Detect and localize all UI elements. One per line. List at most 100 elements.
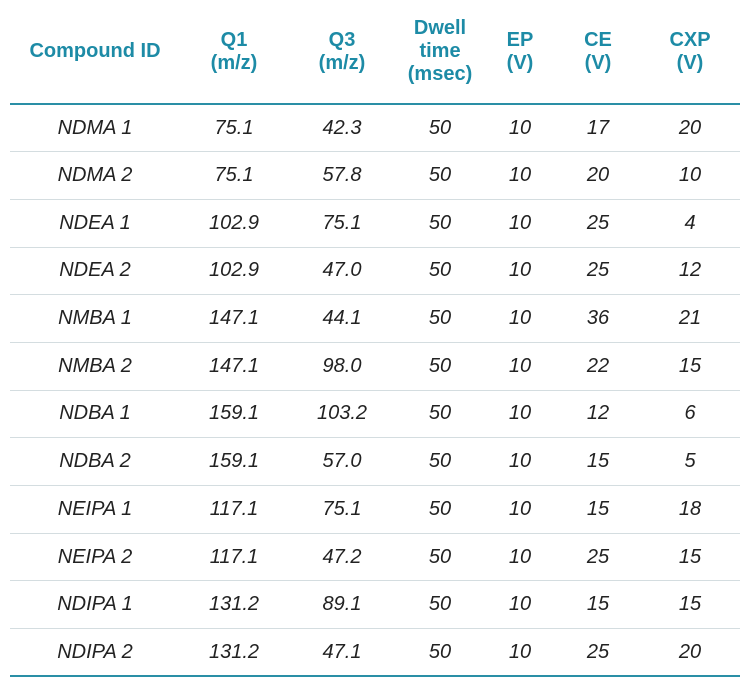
header-q1: Q1 (m/z): [180, 0, 288, 104]
cell-compound-id: NDEA 1: [59, 211, 131, 234]
cell-ce: 20: [586, 164, 610, 187]
cell-ep: 10: [508, 211, 532, 234]
table-row: NDIPA 1 131.2 89.1 50 10 15 15: [10, 581, 740, 629]
cell-ce: 15: [586, 450, 610, 473]
table-row: NEIPA 2 117.1 47.2 50 10 25 15: [10, 533, 740, 581]
cell-q1: 75.1: [214, 116, 254, 139]
cell-compound-id: NMBA 1: [58, 307, 132, 330]
cell-cxp: 20: [678, 640, 702, 663]
cell-ce: 25: [586, 545, 610, 568]
cell-ep: 10: [508, 354, 532, 377]
cell-compound-id: NDIPA 2: [57, 640, 133, 663]
header-q3: Q3 (m/z): [288, 0, 396, 104]
cell-q3: 57.8: [322, 164, 362, 187]
header-q1-label: Q1: [220, 28, 248, 51]
cell-ce: 22: [586, 354, 610, 377]
cell-ep: 10: [508, 593, 532, 616]
table-header: Compound ID Q1 (m/z) Q3 (m/z) Dwell time…: [10, 0, 740, 104]
cell-dwell-time: 50: [428, 307, 452, 330]
cell-dwell-time: 50: [428, 354, 452, 377]
cell-ep: 10: [508, 640, 532, 663]
cell-compound-id: NDBA 1: [59, 402, 131, 425]
cell-ep: 10: [508, 402, 532, 425]
table-row: NMBA 1 147.1 44.1 50 10 36 21: [10, 295, 740, 343]
cell-ce: 25: [586, 259, 610, 282]
cell-q3: 47.2: [322, 545, 362, 568]
cell-cxp: 12: [678, 259, 702, 282]
header-compound-id-label: Compound ID: [29, 40, 161, 62]
cell-dwell-time: 50: [428, 402, 452, 425]
cell-q3: 75.1: [322, 211, 362, 234]
cell-q3: 89.1: [322, 593, 362, 616]
header-q1-unit: (m/z): [210, 51, 258, 74]
mrm-parameters-table-container: Compound ID Q1 (m/z) Q3 (m/z) Dwell time…: [10, 0, 740, 677]
cell-ep: 10: [508, 545, 532, 568]
cell-q1: 117.1: [209, 497, 259, 520]
header-row: Compound ID Q1 (m/z) Q3 (m/z) Dwell time…: [10, 0, 740, 104]
cell-cxp: 20: [678, 116, 702, 139]
cell-q1: 159.1: [208, 402, 260, 425]
cell-q1: 147.1: [208, 307, 260, 330]
header-time-label: time: [419, 40, 461, 62]
cell-ce: 25: [586, 211, 610, 234]
cell-q3: 103.2: [316, 402, 368, 425]
cell-compound-id: NDIPA 1: [57, 593, 133, 616]
cell-q3: 47.0: [322, 259, 362, 282]
table-row: NDBA 2 159.1 57.0 50 10 15 5: [10, 438, 740, 486]
header-ep: EP (V): [484, 0, 556, 104]
cell-dwell-time: 50: [428, 211, 452, 234]
header-cxp: CXP (V): [640, 0, 740, 104]
cell-cxp: 15: [678, 593, 702, 616]
cell-ce: 17: [586, 116, 610, 139]
cell-ep: 10: [508, 307, 532, 330]
cell-ce: 15: [586, 593, 610, 616]
table-row: NDBA 1 159.1 103.2 50 10 12 6: [10, 390, 740, 438]
cell-compound-id: NMBA 2: [58, 354, 132, 377]
table-row: NDMA 1 75.1 42.3 50 10 17 20: [10, 104, 740, 152]
table-row: NDEA 1 102.9 75.1 50 10 25 4: [10, 199, 740, 248]
cell-compound-id: NDEA 2: [59, 259, 131, 282]
cell-dwell-time: 50: [428, 450, 452, 473]
cell-ep: 10: [508, 450, 532, 473]
cell-dwell-time: 50: [428, 116, 452, 139]
cell-compound-id: NEIPA 1: [57, 497, 133, 520]
table-row: NDEA 2 102.9 47.0 50 10 25 12: [10, 247, 740, 295]
cell-q3: 44.1: [322, 307, 362, 330]
cell-compound-id: NEIPA 2: [57, 545, 133, 568]
cell-cxp: 5: [684, 450, 696, 473]
cell-dwell-time: 50: [428, 545, 452, 568]
cell-q3: 75.1: [322, 497, 362, 520]
cell-ce: 25: [586, 640, 610, 663]
header-q3-label: Q3: [328, 28, 356, 51]
header-q3-unit: (m/z): [318, 51, 366, 74]
cell-q1: 75.1: [214, 164, 254, 187]
cell-cxp: 15: [678, 545, 702, 568]
cell-q1: 102.9: [208, 211, 260, 234]
header-dwell-label: Dwell: [413, 17, 467, 39]
cell-ce: 12: [586, 402, 610, 425]
table-body: NDMA 1 75.1 42.3 50 10 17 20 NDMA 2 75.1 57.8 50 10…: [10, 104, 740, 677]
cell-cxp: 6: [684, 402, 696, 425]
cell-dwell-time: 50: [428, 259, 452, 282]
header-dwell-time: Dwell time (msec): [396, 0, 484, 104]
table-row: NEIPA 1 117.1 75.1 50 10 15 18: [10, 486, 740, 534]
cell-q3: 98.0: [322, 354, 362, 377]
cell-dwell-time: 50: [428, 640, 452, 663]
cell-ep: 10: [508, 259, 532, 282]
cell-cxp: 21: [678, 307, 702, 330]
cell-cxp: 18: [678, 497, 702, 520]
table-row: NMBA 2 147.1 98.0 50 10 22 15: [10, 342, 740, 391]
cell-q3: 57.0: [322, 450, 362, 473]
cell-q1: 102.9: [208, 259, 260, 282]
table-row: NDIPA 2 131.2 47.1 50 10 25 20: [10, 629, 740, 677]
cell-q1: 147.1: [208, 354, 260, 377]
cell-ce: 15: [586, 497, 610, 520]
cell-ep: 10: [508, 164, 532, 187]
table-row: NDMA 2 75.1 57.8 50 10 20 10: [10, 152, 740, 200]
header-cxp-unit: (V): [676, 51, 704, 74]
cell-q1: 159.1: [208, 450, 260, 473]
mrm-parameters-table: Compound ID Q1 (m/z) Q3 (m/z) Dwell time…: [10, 0, 740, 677]
cell-cxp: 4: [684, 211, 696, 234]
cell-dwell-time: 50: [428, 593, 452, 616]
cell-ep: 10: [508, 497, 532, 520]
